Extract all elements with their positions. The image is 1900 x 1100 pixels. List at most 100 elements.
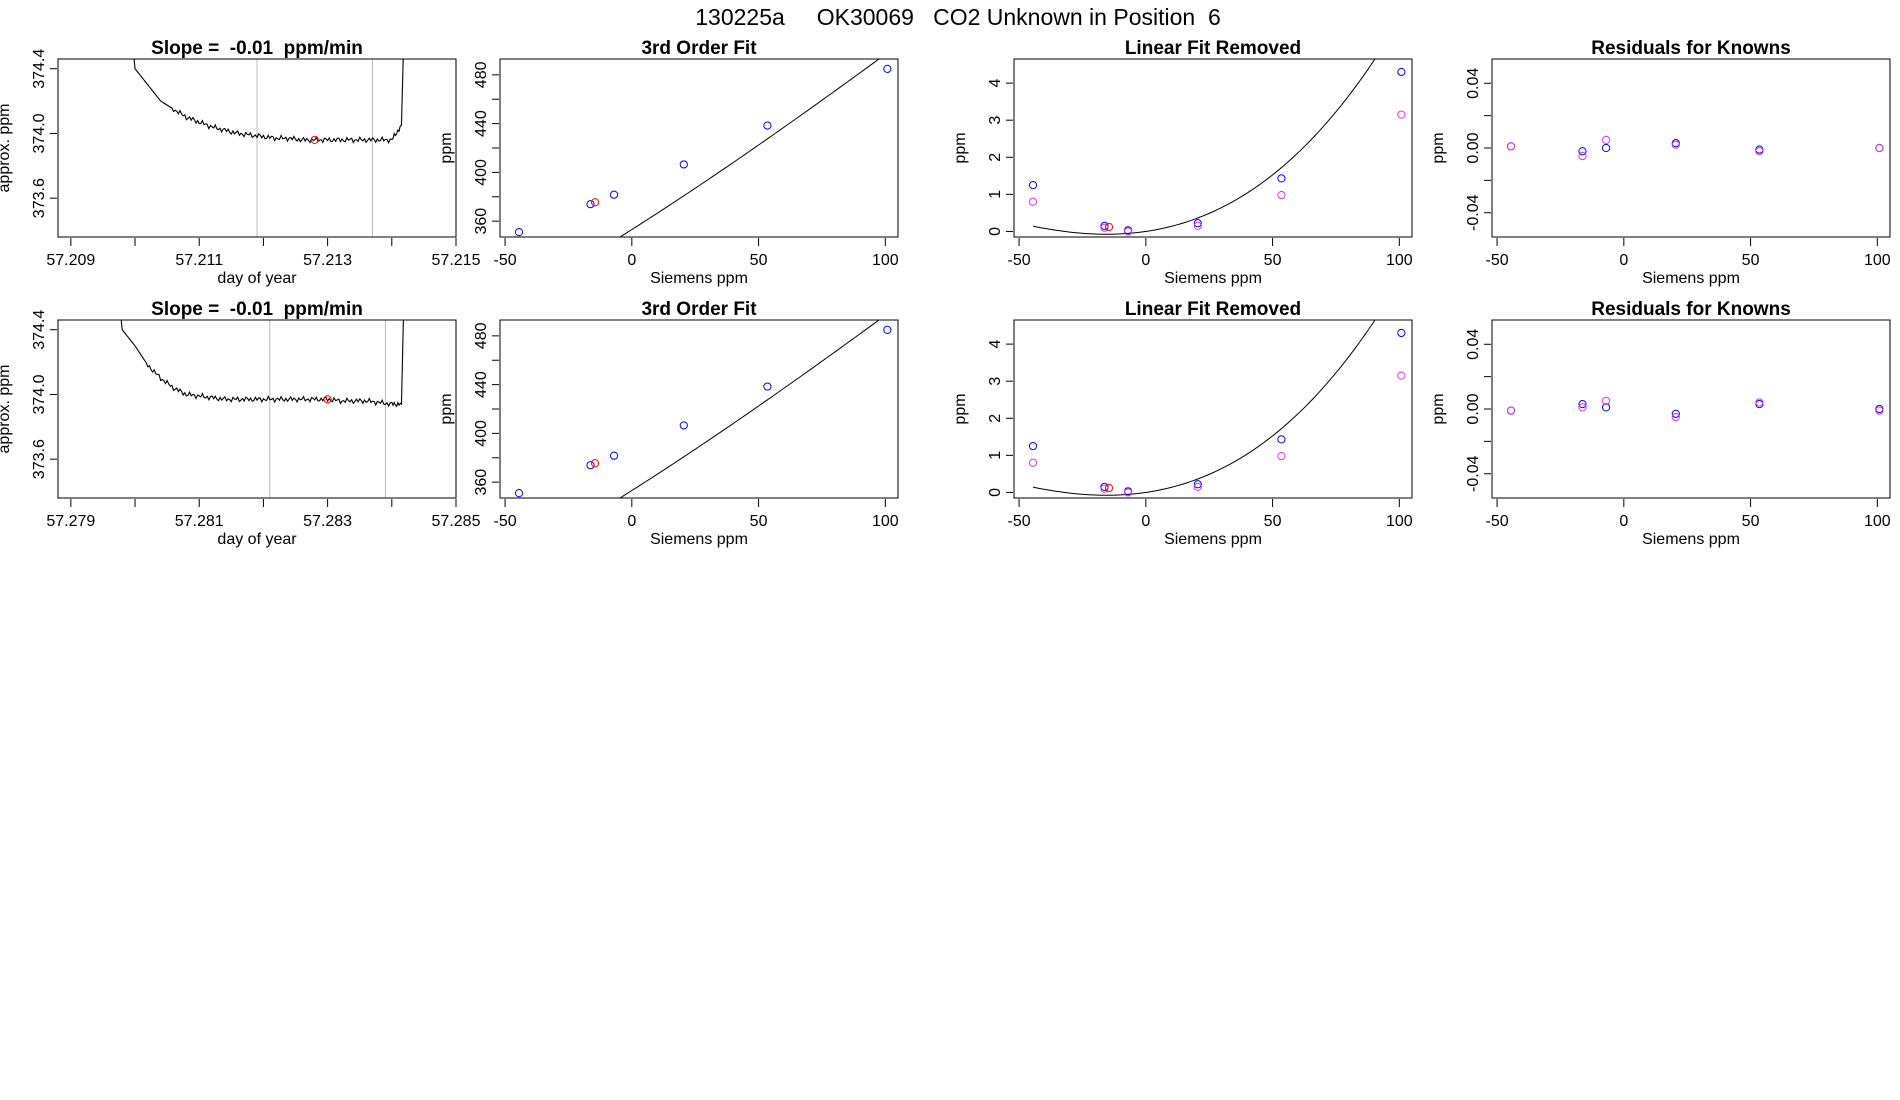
y-tick-label: 2 bbox=[987, 414, 1004, 423]
y-tick-label: 0.00 bbox=[1465, 393, 1482, 424]
x-tick-label: -50 bbox=[1486, 513, 1509, 530]
panel-title: Linear Fit Removed bbox=[1125, 38, 1301, 59]
y-tick-label: 1 bbox=[987, 451, 1004, 460]
data-point bbox=[679, 421, 688, 430]
data-point bbox=[1277, 435, 1286, 444]
data-point bbox=[1601, 396, 1611, 406]
data-point bbox=[1277, 451, 1286, 461]
data-point bbox=[1875, 406, 1884, 415]
plot-area bbox=[1506, 396, 1884, 422]
data-point bbox=[1755, 398, 1764, 407]
y-axis-label: ppm bbox=[952, 393, 969, 424]
x-tick-label: 50 bbox=[1742, 513, 1760, 530]
y-tick-label: 480 bbox=[473, 61, 490, 88]
data-point bbox=[1601, 143, 1611, 153]
data-point bbox=[763, 121, 772, 130]
x-tick-label: 0 bbox=[1141, 252, 1150, 269]
data-trace-line bbox=[133, 59, 404, 145]
panel-7: Linear Fit Removed -50 0 50 100 Siemens ppm 0 1… bbox=[952, 299, 1413, 548]
data-point bbox=[1193, 221, 1202, 230]
x-tick-label: 57.211 bbox=[175, 252, 223, 269]
plot-frame bbox=[57, 58, 457, 238]
figure-title: 130225a OK30069 CO2 Unknown in Position … bbox=[695, 4, 1221, 30]
data-point bbox=[883, 325, 892, 334]
y-tick-label: 400 bbox=[473, 420, 490, 447]
panel-title: Residuals for Knowns bbox=[1591, 299, 1791, 320]
y-tick-label: 400 bbox=[473, 159, 490, 186]
panel-title: Residuals for Knowns bbox=[1591, 38, 1791, 59]
data-point bbox=[514, 489, 524, 498]
x-axis-label: Siemens ppm bbox=[650, 270, 748, 287]
x-tick-label: 0 bbox=[1141, 513, 1150, 530]
plot-frame bbox=[1491, 58, 1891, 238]
panel-title: Slope = -0.01 ppm/min bbox=[151, 38, 363, 59]
y-tick-label: 4 bbox=[987, 79, 1004, 88]
data-point bbox=[1578, 147, 1587, 156]
data-point bbox=[586, 461, 595, 470]
y-axis-label: ppm bbox=[438, 393, 455, 424]
fit-curve-line bbox=[619, 59, 880, 237]
data-point bbox=[1671, 412, 1680, 422]
plot-area bbox=[120, 320, 404, 498]
x-tick-label: 100 bbox=[1386, 252, 1413, 269]
plot-frame bbox=[57, 319, 457, 499]
x-tick-label: 100 bbox=[872, 252, 899, 269]
panels-container: Slope = -0.01 ppm/min 57.209 57.211 57.213 5… bbox=[0, 38, 1891, 548]
data-point bbox=[609, 190, 619, 199]
data-point bbox=[1028, 458, 1038, 467]
y-tick-label: 373.6 bbox=[31, 178, 48, 218]
y-tick-label: 440 bbox=[473, 110, 490, 137]
panel-4: Residuals for Knowns -50 0 50 100 Siemens ppm… bbox=[1430, 38, 1891, 287]
data-point bbox=[1578, 151, 1587, 161]
x-tick-label: 0 bbox=[1619, 252, 1628, 269]
y-tick-label: 0.04 bbox=[1465, 329, 1482, 360]
data-point bbox=[1506, 142, 1516, 151]
y-axis-label: approx. ppm bbox=[0, 104, 13, 193]
plot-area bbox=[514, 320, 892, 498]
data-point bbox=[1277, 190, 1286, 200]
data-point bbox=[883, 64, 892, 73]
data-point bbox=[1875, 143, 1884, 153]
y-tick-label: 360 bbox=[473, 208, 490, 235]
y-tick-label: 0.00 bbox=[1465, 132, 1482, 163]
x-axis-label: Siemens ppm bbox=[1642, 270, 1740, 287]
plot-frame bbox=[499, 319, 899, 499]
x-axis-label: Siemens ppm bbox=[1164, 270, 1262, 287]
x-axis-label: day of year bbox=[217, 270, 297, 287]
panel-5: Slope = -0.01 ppm/min 57.279 57.281 57.283 5… bbox=[0, 299, 481, 548]
y-tick-label: 1 bbox=[987, 190, 1004, 199]
data-point bbox=[763, 382, 772, 391]
data-point bbox=[1100, 484, 1109, 493]
panel-title: Linear Fit Removed bbox=[1125, 299, 1301, 320]
data-point bbox=[586, 200, 595, 209]
y-tick-label: 374.0 bbox=[31, 374, 48, 414]
x-tick-label: 50 bbox=[1742, 252, 1760, 269]
data-point bbox=[1397, 110, 1406, 119]
x-tick-label: 100 bbox=[872, 513, 899, 530]
y-axis-label: ppm bbox=[1430, 132, 1447, 163]
x-axis-label: Siemens ppm bbox=[1642, 531, 1740, 548]
data-point bbox=[1104, 222, 1114, 232]
x-tick-label: 0 bbox=[627, 252, 636, 269]
data-point bbox=[1277, 174, 1286, 183]
panel-title: Slope = -0.01 ppm/min bbox=[151, 299, 363, 320]
y-axis-label: ppm bbox=[438, 132, 455, 163]
x-tick-label: 57.281 bbox=[175, 513, 224, 530]
data-point bbox=[1397, 67, 1406, 77]
plot-area bbox=[514, 59, 892, 237]
y-tick-label: 374.4 bbox=[31, 49, 48, 89]
panel-8: Residuals for Knowns -50 0 50 100 Siemens ppm… bbox=[1430, 299, 1891, 548]
data-point bbox=[1578, 403, 1587, 412]
x-axis-label: Siemens ppm bbox=[650, 531, 748, 548]
data-point bbox=[1193, 482, 1202, 491]
data-point bbox=[1193, 480, 1202, 489]
data-point bbox=[1100, 223, 1109, 232]
data-point bbox=[1506, 406, 1516, 415]
y-tick-label: 2 bbox=[987, 153, 1004, 162]
y-tick-label: 0 bbox=[987, 227, 1004, 236]
y-tick-label: 374.0 bbox=[31, 113, 48, 153]
y-tick-label: 0.04 bbox=[1465, 68, 1482, 99]
panel-2: 3rd Order Fit -50 0 50 100 Siemens ppm 360 400 4… bbox=[438, 38, 899, 287]
x-tick-label: 100 bbox=[1386, 513, 1413, 530]
